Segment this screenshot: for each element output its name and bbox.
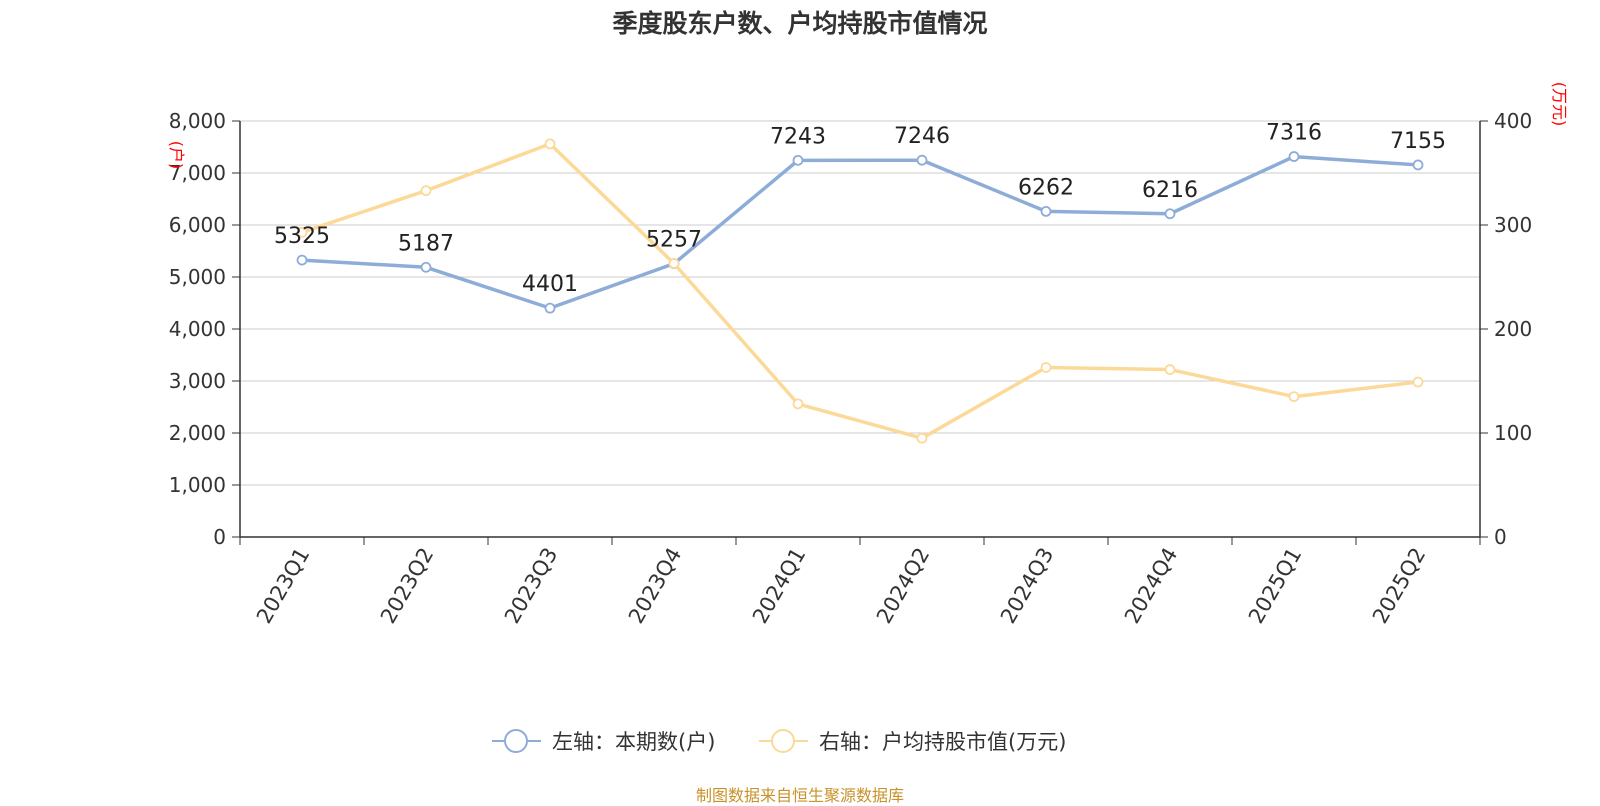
data-label: 7316: [1266, 121, 1322, 146]
data-point-marker: [1164, 364, 1176, 375]
data-label: 4401: [522, 272, 578, 297]
data-point-marker: [916, 432, 928, 444]
data-point-marker: [1412, 376, 1424, 388]
data-label: 5257: [646, 228, 702, 253]
y-left-tick-label: 0: [213, 525, 226, 549]
y-right-tick-label: 300: [1494, 213, 1532, 237]
legend-label: 左轴：本期数(户): [552, 730, 715, 754]
series-layer: [296, 138, 1424, 444]
y-left-tick-label: 4,000: [169, 317, 226, 341]
data-point-marker: [1164, 208, 1176, 220]
y-left-unit-label: (户): [167, 141, 186, 170]
x-tick-label: 2024Q4: [1120, 544, 1182, 628]
x-tick-label: 2025Q1: [1244, 544, 1306, 628]
data-label: 5187: [398, 231, 454, 256]
y-right-tick-label: 100: [1494, 421, 1532, 445]
data-point-marker: [792, 154, 804, 166]
y-left-tick-label: 7,000: [169, 161, 226, 185]
data-point-marker: [1412, 159, 1424, 171]
data-point-marker: [668, 258, 680, 269]
y-right-tick-label: 200: [1494, 317, 1532, 341]
y-right-unit-label: (万元): [1550, 82, 1569, 127]
x-tick-label: 2025Q2: [1368, 544, 1430, 628]
x-tick-label: 2024Q2: [872, 544, 934, 628]
data-label: 7155: [1390, 129, 1446, 154]
y-left-tick-label: 5,000: [169, 265, 226, 289]
data-label: 6262: [1018, 175, 1074, 200]
data-label: 6216: [1142, 178, 1198, 203]
axes: 0 1,000 2,000 3,000 4,000 5,000 6,000 7,000 8,00…: [167, 82, 1569, 628]
data-point-marker: [544, 138, 556, 150]
series-line-1: [301, 154, 1419, 310]
gridlines: [240, 120, 1480, 486]
y-right-tick-label: 400: [1494, 109, 1532, 133]
legend-label: 右轴：户均持股市值(万元): [819, 730, 1066, 754]
x-tick-label: 2024Q3: [996, 544, 1058, 628]
data-label: 7243: [770, 124, 826, 149]
legend-swatch-marker: [504, 729, 528, 753]
data-point-marker: [916, 154, 928, 166]
y-left-tick-label: 6,000: [169, 213, 226, 237]
data-point-marker: [420, 185, 432, 197]
x-tick-label: 2023Q1: [252, 544, 314, 628]
legend-swatch-marker: [771, 729, 795, 753]
data-point-marker: [792, 398, 804, 410]
legend[interactable]: 左轴：本期数(户) 右轴：户均持股市值(万元): [492, 729, 1066, 754]
x-tick-label: 2023Q3: [500, 544, 562, 628]
y-left-tick-label: 2,000: [169, 421, 226, 445]
y-left-tick-label: 1,000: [169, 473, 226, 497]
x-tick-label: 2024Q1: [748, 544, 810, 628]
data-point-marker: [1288, 151, 1300, 162]
series-line-2: [301, 142, 1419, 440]
data-labels: 5325 5187 4401 5257 7243 7246 6262 6216 7316 7155: [274, 121, 1446, 298]
y-left-tick-label: 3,000: [169, 369, 226, 393]
data-point-marker: [1040, 205, 1052, 217]
data-point-marker: [420, 261, 432, 273]
data-point-marker: [296, 254, 308, 266]
data-label: 7246: [894, 124, 950, 149]
data-point-marker: [1288, 391, 1300, 403]
x-tick-label: 2023Q2: [376, 544, 438, 628]
y-right-tick-label: 0: [1494, 525, 1507, 549]
data-point-marker: [544, 302, 556, 314]
x-tick-label: 2023Q4: [624, 544, 686, 628]
data-point-marker: [296, 226, 308, 238]
data-label: 5325: [274, 224, 330, 249]
chart-title: 季度股东户数、户均持股市值情况: [612, 9, 988, 38]
data-point-marker: [1040, 362, 1052, 373]
y-left-tick-label: 8,000: [169, 109, 226, 133]
data-source-note: 制图数据来自恒生聚源数据库: [695, 786, 904, 805]
